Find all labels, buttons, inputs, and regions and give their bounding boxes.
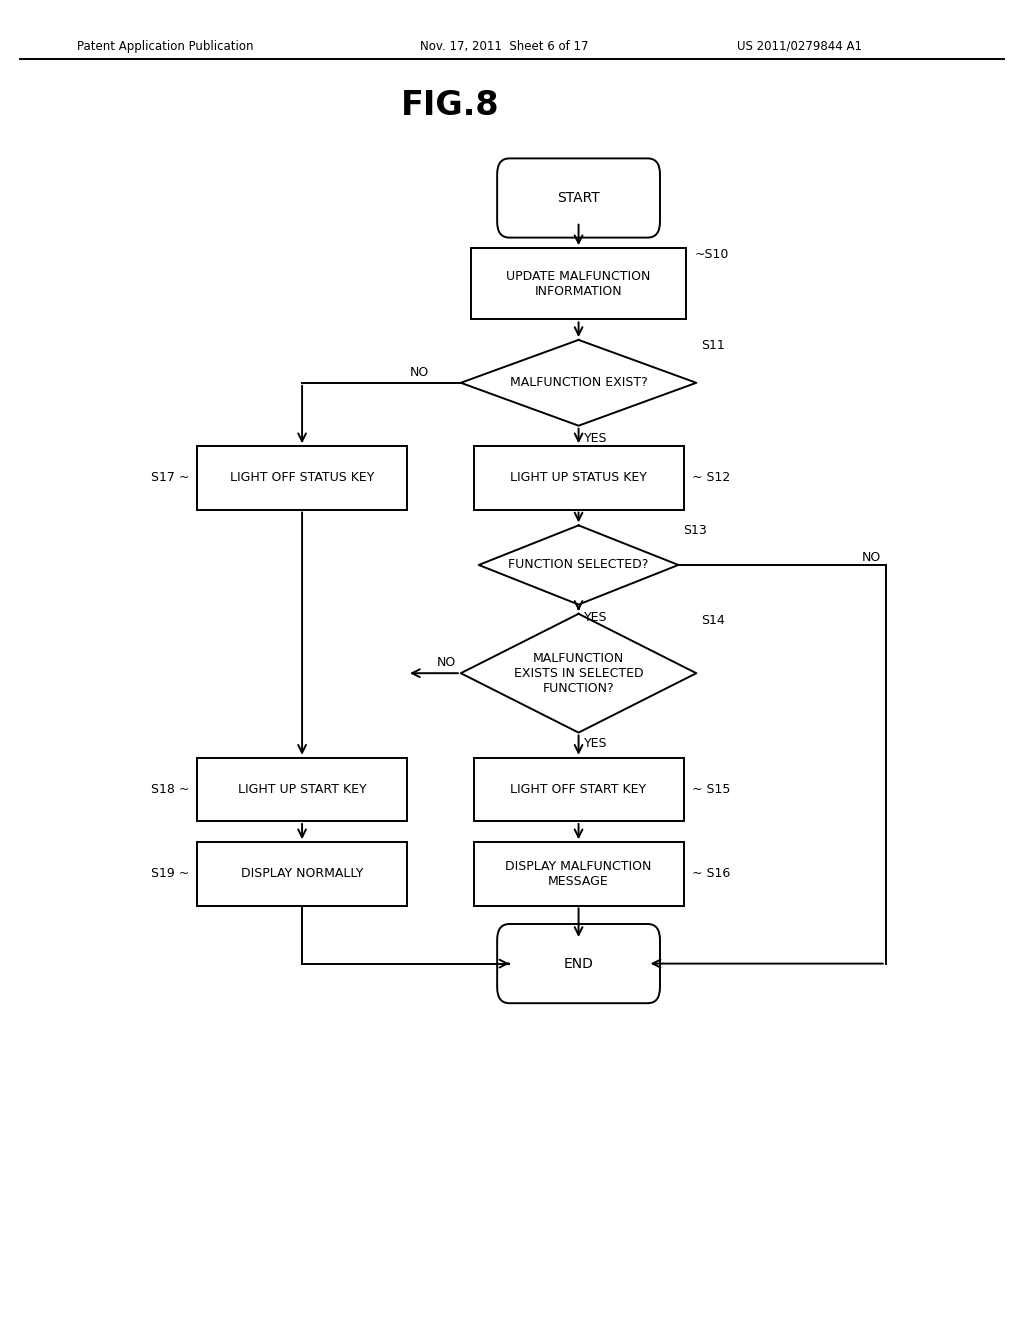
Text: ~ S15: ~ S15 — [692, 783, 730, 796]
Text: YES: YES — [584, 433, 607, 445]
FancyBboxPatch shape — [497, 158, 659, 238]
Text: LIGHT UP STATUS KEY: LIGHT UP STATUS KEY — [510, 471, 647, 484]
Text: Nov. 17, 2011  Sheet 6 of 17: Nov. 17, 2011 Sheet 6 of 17 — [420, 40, 589, 53]
Text: ~S10: ~S10 — [694, 248, 729, 261]
Text: Patent Application Publication: Patent Application Publication — [77, 40, 253, 53]
Text: YES: YES — [584, 611, 607, 624]
Bar — [473, 842, 684, 906]
Text: ~ S12: ~ S12 — [692, 471, 730, 484]
FancyBboxPatch shape — [497, 924, 659, 1003]
Bar — [197, 842, 407, 906]
Text: MALFUNCTION
EXISTS IN SELECTED
FUNCTION?: MALFUNCTION EXISTS IN SELECTED FUNCTION? — [514, 652, 643, 694]
Text: YES: YES — [584, 737, 607, 750]
Bar — [197, 446, 407, 510]
Polygon shape — [461, 614, 696, 733]
Text: LIGHT OFF STATUS KEY: LIGHT OFF STATUS KEY — [230, 471, 374, 484]
Text: US 2011/0279844 A1: US 2011/0279844 A1 — [737, 40, 862, 53]
Text: S18 ~: S18 ~ — [151, 783, 188, 796]
Text: FUNCTION SELECTED?: FUNCTION SELECTED? — [508, 558, 649, 572]
Text: MALFUNCTION EXIST?: MALFUNCTION EXIST? — [510, 376, 647, 389]
Bar — [473, 758, 684, 821]
Bar — [473, 446, 684, 510]
Text: S17 ~: S17 ~ — [151, 471, 188, 484]
Text: LIGHT OFF START KEY: LIGHT OFF START KEY — [511, 783, 646, 796]
Text: DISPLAY NORMALLY: DISPLAY NORMALLY — [241, 867, 364, 880]
Text: FIG.8: FIG.8 — [401, 88, 500, 121]
Text: NO: NO — [436, 656, 456, 669]
Text: NO: NO — [861, 550, 881, 564]
Bar — [471, 248, 686, 319]
Text: LIGHT UP START KEY: LIGHT UP START KEY — [238, 783, 367, 796]
Text: END: END — [563, 957, 594, 970]
Text: START: START — [557, 191, 600, 205]
Text: ~ S16: ~ S16 — [692, 867, 730, 880]
Polygon shape — [461, 341, 696, 425]
Text: UPDATE MALFUNCTION
INFORMATION: UPDATE MALFUNCTION INFORMATION — [507, 269, 650, 298]
Text: S14: S14 — [701, 614, 725, 627]
Text: S11: S11 — [701, 339, 725, 351]
Text: S13: S13 — [684, 524, 708, 537]
Polygon shape — [478, 525, 678, 605]
Text: DISPLAY MALFUNCTION
MESSAGE: DISPLAY MALFUNCTION MESSAGE — [506, 859, 651, 888]
Text: S19 ~: S19 ~ — [151, 867, 188, 880]
Text: NO: NO — [411, 366, 429, 379]
Bar — [197, 758, 407, 821]
